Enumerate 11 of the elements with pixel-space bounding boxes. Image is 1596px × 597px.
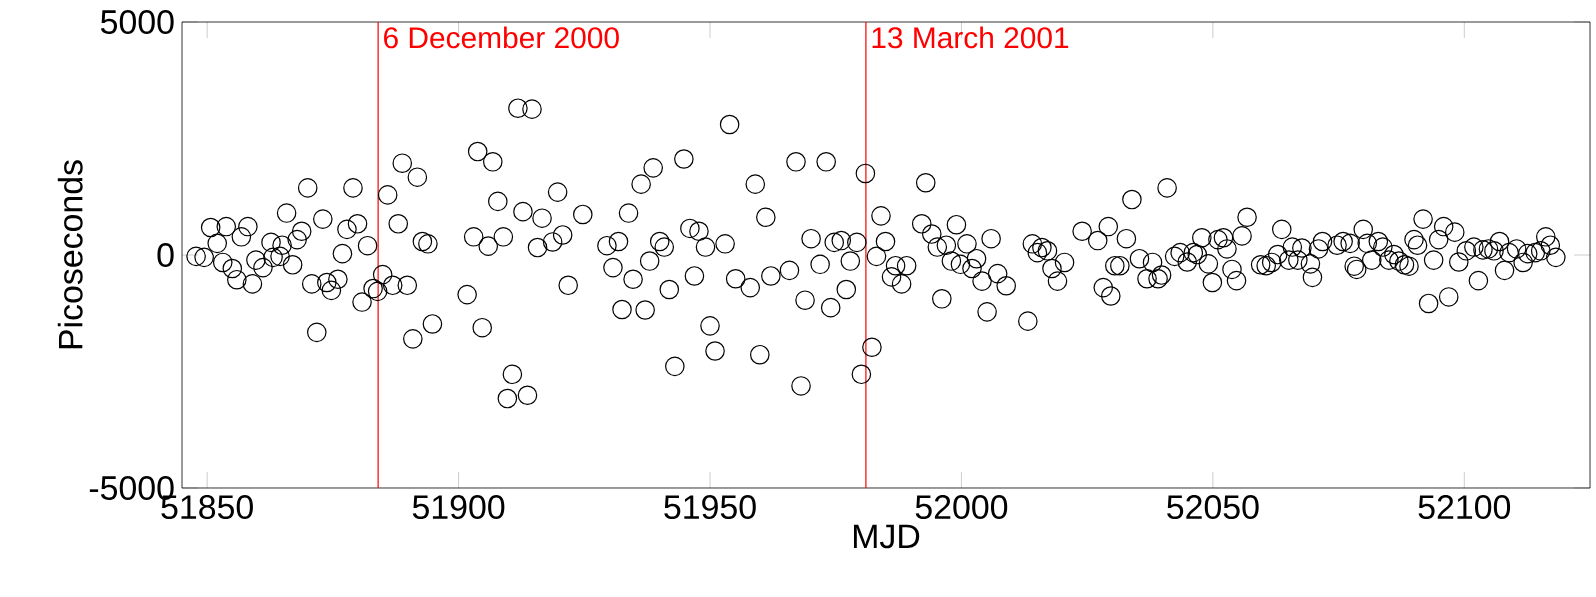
x-tick-label: 51900 (412, 495, 505, 520)
y-tick-label: 5000 (100, 10, 174, 34)
y-tick-label: 0 (157, 243, 174, 267)
ref-line-label: 6 December 2000 (384, 26, 619, 49)
y-axis-title: Picoseconds (57, 160, 83, 349)
x-tick-label: 51950 (664, 495, 756, 520)
ref-line-label: 13 March 2001 (872, 26, 1069, 49)
x-tick-label: 52000 (915, 495, 1008, 520)
x-axis-title: MJD (853, 524, 920, 549)
x-tick-label: 52050 (1167, 495, 1259, 520)
x-tick-label: 52100 (1418, 495, 1511, 520)
